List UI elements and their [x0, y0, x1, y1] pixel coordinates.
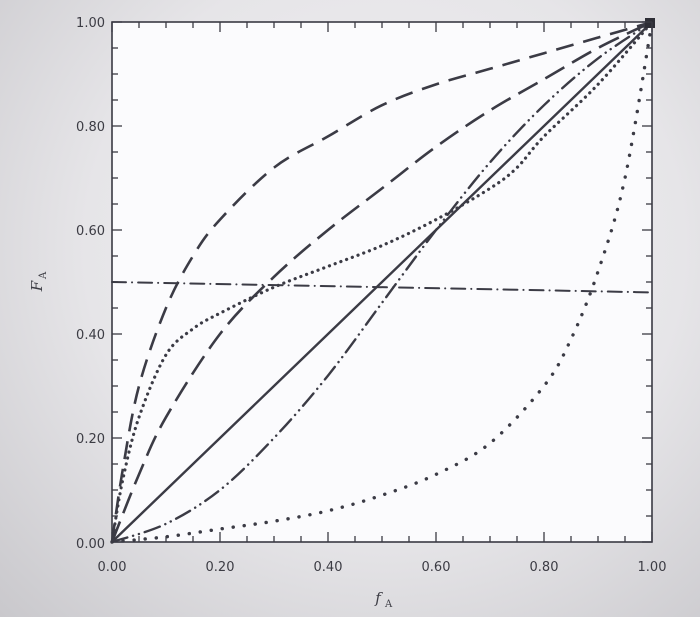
x-tick-label: 1.00	[638, 560, 667, 575]
corner-marker	[645, 18, 655, 28]
y-tick-label: 1.00	[76, 16, 105, 31]
y-tick-label: 0.80	[76, 120, 105, 135]
series-line-dotted-sparse	[110, 20, 654, 544]
ticks-layer	[111, 21, 653, 543]
x-tick-label: 0.20	[206, 560, 235, 575]
series-line-dashed-long	[110, 20, 653, 543]
y-axis-label: F	[28, 280, 46, 292]
x-axis-label: f	[374, 589, 383, 607]
y-tick-label: 0.60	[76, 224, 105, 239]
x-axis-label-subscript: A	[384, 599, 393, 610]
series-line-dash-dot-horizontal	[111, 281, 653, 294]
x-tick-label: 0.40	[314, 560, 343, 575]
y-tick-label: 0.00	[76, 537, 105, 552]
series-line-solid	[111, 21, 653, 543]
y-tick-label: 0.20	[76, 432, 105, 447]
series-line-dotted-dense	[110, 20, 654, 544]
y-axis-label-subscript: A	[38, 271, 49, 280]
x-tick-label: 0.80	[530, 560, 559, 575]
labels-layer: 0.00 0.20 0.40 0.60 0.80 1.00 0.00 0.20 0.40 0.60…	[28, 16, 666, 610]
y-axis-label-group: FA	[28, 271, 49, 292]
y-tick-label: 0.40	[76, 328, 105, 343]
series-line-dash-dot-dot	[110, 20, 654, 544]
x-tick-label: 0.00	[98, 560, 127, 575]
series-line-dashed-medium	[110, 20, 653, 543]
x-tick-label: 0.60	[422, 560, 451, 575]
plot-layer	[110, 18, 655, 544]
